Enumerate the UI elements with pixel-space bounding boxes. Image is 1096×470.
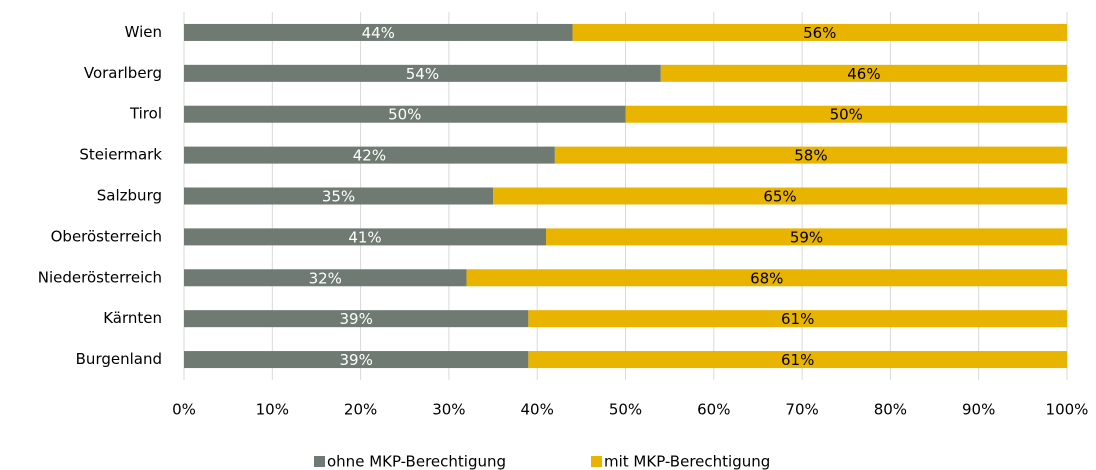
x-tick-label: 50% [609, 401, 642, 419]
y-tick-label: Vorarlberg [84, 64, 162, 82]
data-label: 54% [406, 65, 439, 83]
x-tick-label: 30% [432, 401, 465, 419]
x-tick-label: 80% [874, 401, 907, 419]
legend-label: mit MKP-Berechtigung [604, 453, 770, 470]
bar-segment [493, 187, 1067, 205]
y-tick-label: Salzburg [97, 187, 162, 205]
x-tick-label: 70% [785, 401, 818, 419]
data-label: 61% [781, 351, 814, 369]
x-tick-label: 60% [697, 401, 730, 419]
data-label: 59% [790, 228, 823, 246]
x-tick-label: 100% [1046, 401, 1089, 419]
bar-segment [546, 228, 1067, 246]
bar-segment [528, 310, 1067, 328]
data-label: 41% [348, 228, 381, 246]
legend-swatch [314, 456, 325, 467]
y-tick-label: Steiermark [79, 146, 162, 164]
bar-segment [660, 64, 1067, 82]
data-label: 39% [340, 351, 373, 369]
data-label: 65% [763, 188, 796, 206]
data-label: 58% [794, 147, 827, 165]
data-label: 50% [388, 106, 421, 124]
data-label: 35% [322, 188, 355, 206]
data-label: 32% [309, 269, 342, 287]
bar-segment [528, 351, 1067, 369]
bar-segment [184, 146, 555, 164]
y-tick-label: Burgenland [76, 350, 162, 368]
y-tick-label: Wien [125, 23, 162, 41]
bar-segment [184, 228, 547, 246]
data-label: 39% [340, 310, 373, 328]
bar-segment [184, 187, 494, 205]
y-tick-label: Tirol [129, 105, 162, 123]
data-label: 42% [353, 147, 386, 165]
bar-segment [572, 23, 1067, 41]
x-tick-label: 90% [962, 401, 995, 419]
data-label: 56% [803, 24, 836, 42]
bar-segment [184, 105, 626, 123]
data-label: 46% [847, 65, 880, 83]
x-tick-label: 20% [344, 401, 377, 419]
x-tick-label: 10% [256, 401, 289, 419]
bar-segment [184, 351, 529, 369]
bar-segment [184, 23, 573, 41]
bar-segment [466, 269, 1067, 287]
bar-segment [625, 105, 1067, 123]
bar-segment [184, 269, 467, 287]
legend-label: ohne MKP-Berechtigung [327, 453, 506, 470]
y-tick-label: Niederösterreich [38, 268, 162, 286]
y-tick-label: Kärnten [103, 309, 162, 327]
bar-segment [184, 310, 529, 328]
data-label: 44% [362, 24, 395, 42]
data-label: 61% [781, 310, 814, 328]
legend-swatch [591, 456, 602, 467]
x-tick-label: 0% [172, 401, 196, 419]
data-label: 68% [750, 269, 783, 287]
data-label: 50% [830, 106, 863, 124]
x-tick-label: 40% [521, 401, 554, 419]
y-tick-label: Oberösterreich [51, 227, 162, 245]
bar-segment [184, 64, 661, 82]
bar-segment [554, 146, 1067, 164]
